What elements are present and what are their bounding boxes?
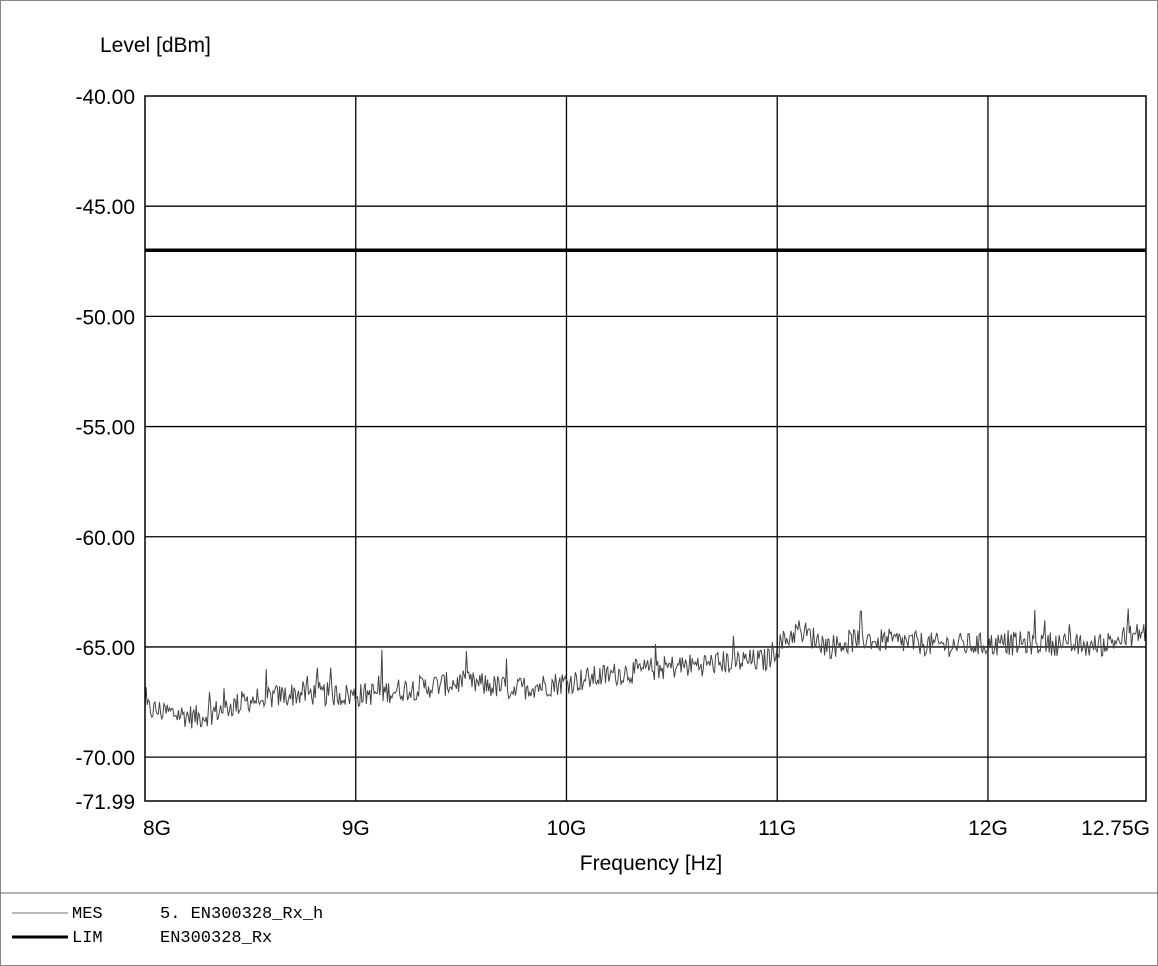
y-tick-label: -50.00 [75, 306, 135, 329]
axis-ticks: -40.00 -45.00 -50.00 -55.00 -60.00 -65.00 -70.… [75, 86, 1150, 840]
x-tick-label: 8G [143, 817, 171, 840]
y-tick-label: -60.00 [75, 527, 135, 550]
legend-key-lim: LIM [72, 929, 103, 948]
y-tick-label: -70.00 [75, 747, 135, 770]
x-tick-label: 12G [968, 817, 1008, 840]
y-tick-label: -65.00 [75, 637, 135, 660]
x-tick-label: 10G [547, 817, 587, 840]
y-tick-label: -71.99 [75, 791, 135, 814]
legend-key-mes: MES [72, 905, 103, 924]
plot-series [144, 248, 1147, 729]
plot-border [144, 95, 1147, 802]
legend: MES 5. EN300328_Rx_h LIM EN300328_Rx [12, 905, 323, 948]
grid [145, 96, 1146, 801]
y-axis-label: Level [dBm] [100, 34, 211, 57]
series-line-mes [144, 608, 1147, 729]
x-axis-label: Frequency [Hz] [580, 852, 722, 875]
y-tick-label: -45.00 [75, 196, 135, 219]
y-tick-label: -40.00 [75, 86, 135, 109]
x-tick-label: 12.75G [1081, 817, 1150, 840]
legend-label-lim: EN300328_Rx [160, 929, 272, 948]
legend-label-mes: 5. EN300328_Rx_h [160, 905, 323, 924]
legend-item-mes: MES 5. EN300328_Rx_h [12, 905, 323, 924]
legend-item-lim: LIM EN300328_Rx [12, 929, 272, 948]
y-tick-label: -55.00 [75, 417, 135, 440]
x-tick-label: 9G [342, 817, 370, 840]
x-tick-label: 11G [758, 817, 796, 840]
